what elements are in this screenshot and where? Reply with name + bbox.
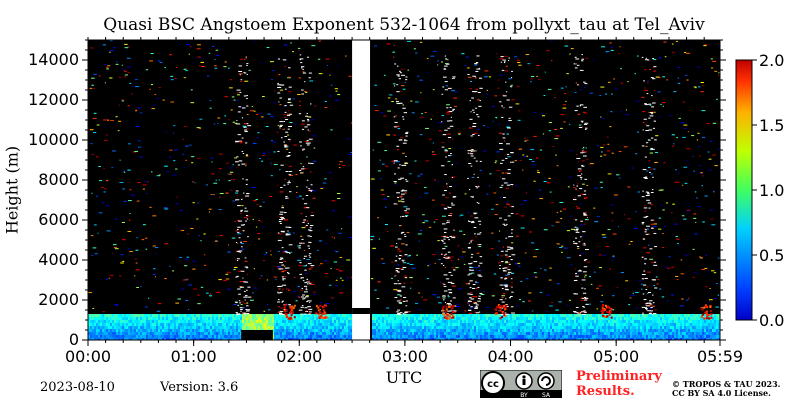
preliminary-line-1: Preliminary: [576, 369, 662, 384]
x-tick-label: 02:00: [276, 347, 322, 366]
colorbar-tick-label: 2.0: [759, 51, 784, 70]
y-tick-label: 12000: [28, 90, 79, 109]
y-tick-label: 14000: [28, 50, 79, 69]
y-tick-label: 0: [69, 330, 79, 349]
y-tick-label: 6000: [38, 210, 79, 229]
copyright-line-1: © TROPOS & TAU 2023.: [672, 379, 781, 389]
chart-title: Quasi BSC Angstoem Exponent 532-1064 fro…: [103, 15, 705, 35]
y-tick-label: 10000: [28, 130, 79, 149]
colorbar-tick-label: 0.0: [759, 311, 784, 330]
cc-sa-label: SA: [542, 392, 551, 398]
x-tick-label: 03:00: [382, 347, 428, 366]
y-tick-label: 4000: [38, 250, 79, 269]
heatmap-layer: [88, 40, 720, 340]
colorbar-tick-label: 0.5: [759, 246, 784, 265]
y-tick-label: 2000: [38, 290, 79, 309]
cc-by-label: BY: [520, 392, 528, 398]
version-label: Version: 3.6: [160, 380, 239, 395]
x-tick-label: 01:00: [171, 347, 217, 366]
y-tick-label: 8000: [38, 170, 79, 189]
x-tick-label: 04:00: [487, 347, 533, 366]
colorbar-gradient: [735, 59, 753, 321]
date-label: 2023-08-10: [40, 380, 115, 395]
colorbar: 0.0 0.5 1.0 1.5 2.0: [735, 51, 784, 330]
copyright-note: © TROPOS & TAU 2023. CC BY SA 4.0 Licens…: [672, 380, 780, 398]
copyright-line-2: CC BY SA 4.0 License.: [672, 388, 771, 398]
x-tick-label: 00:00: [65, 347, 111, 366]
colorbar-tick-label: 1.0: [759, 181, 784, 200]
axes: 00:00 01:00 02:00 03:00 04:00 05:00 05:59 0 2000…: [28, 37, 743, 366]
x-tick-label: 05:59: [697, 347, 743, 366]
x-tick-label: 05:00: [593, 347, 639, 366]
cc-by-sa-icon: cc BY SA: [480, 370, 562, 398]
colorbar-tick-label: 1.5: [759, 116, 784, 135]
x-axis-label: UTC: [385, 368, 423, 387]
preliminary-line-2: Results.: [576, 384, 635, 399]
preliminary-note: Preliminary Results.: [576, 369, 662, 399]
